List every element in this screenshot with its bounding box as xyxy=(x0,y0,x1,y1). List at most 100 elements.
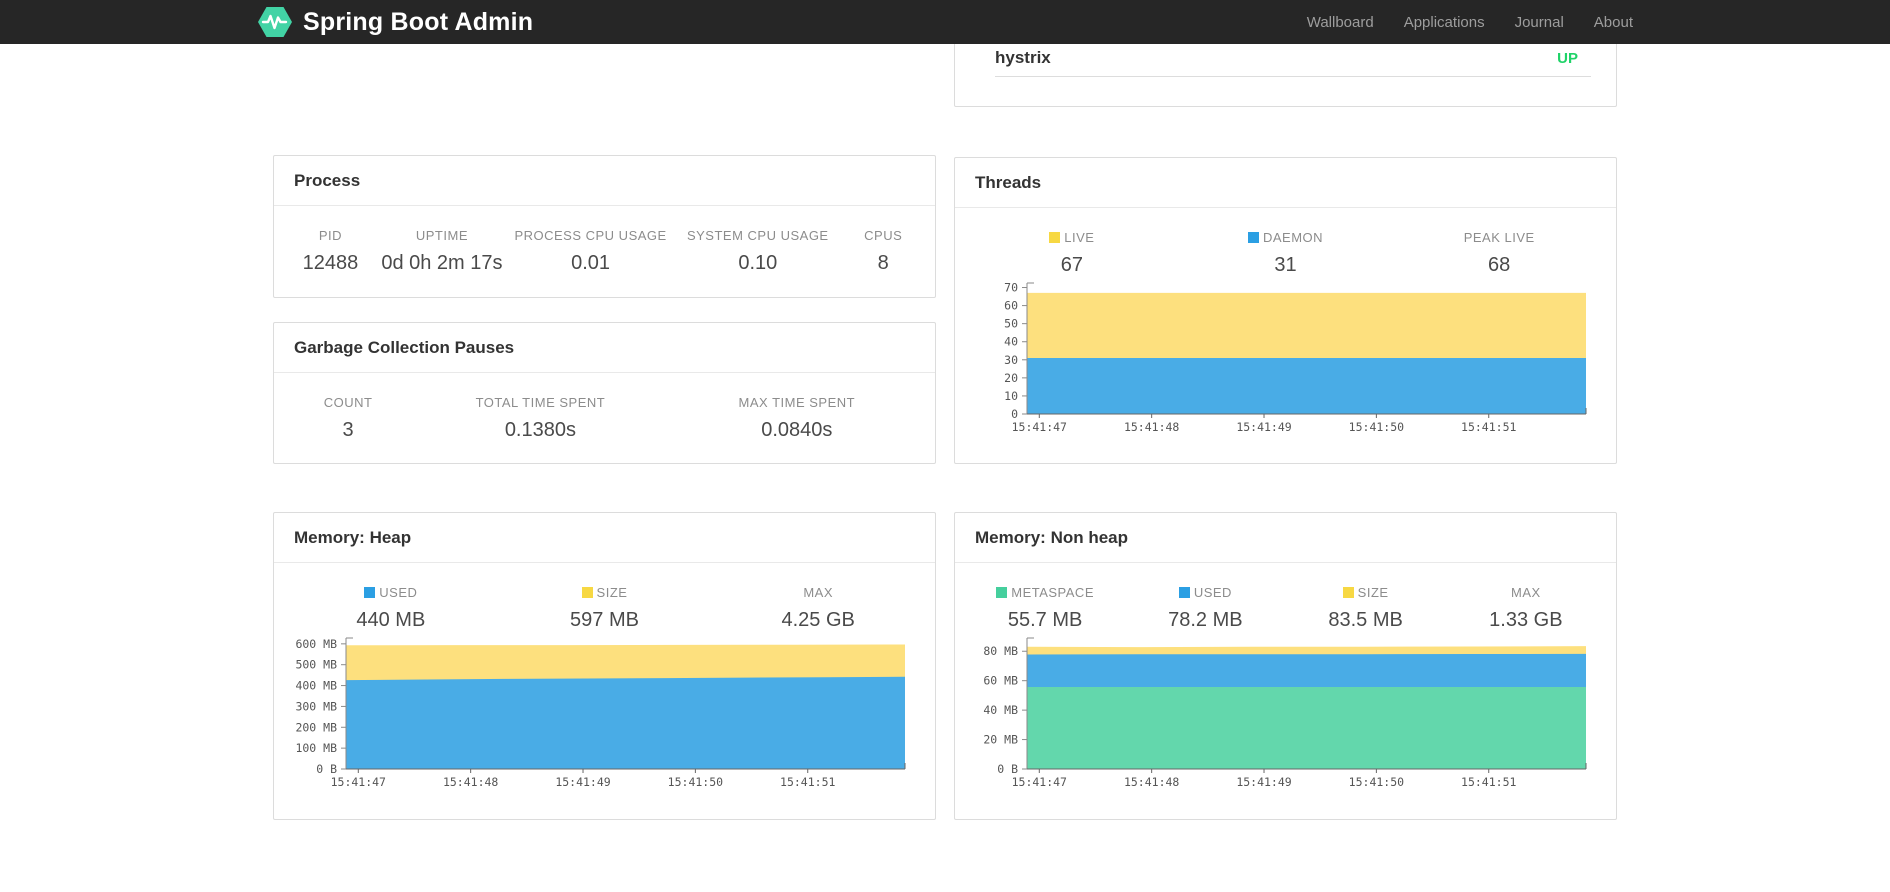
stat-value: 0.0840s xyxy=(761,419,833,441)
svg-text:15:41:49: 15:41:49 xyxy=(1236,420,1291,434)
left-column: Process PID 12488 UPTIME 0d 0h 2m 17s PROCES… xyxy=(273,44,936,820)
svg-text:15:41:48: 15:41:48 xyxy=(1124,420,1179,434)
stat-label: UPTIME xyxy=(415,228,468,243)
stat-label: USED xyxy=(1178,585,1232,600)
nav-item-wallboard[interactable]: Wallboard xyxy=(1306,13,1374,31)
stat-max: MAX 4.25 GB xyxy=(711,585,925,632)
stat-value: 0d 0h 2m 17s xyxy=(381,252,503,274)
heap-stats: USED 440 MB SIZE 597 MB MAX 4.25 GB xyxy=(274,563,935,632)
stat-count: COUNT 3 xyxy=(284,395,412,442)
stat-value: 0.01 xyxy=(571,252,611,274)
stat-label: SIZE xyxy=(581,585,628,600)
stat-value: 3 xyxy=(342,419,354,441)
heap-panel-header: Memory: Heap xyxy=(274,513,935,563)
nav-item-about[interactable]: About xyxy=(1593,13,1633,31)
svg-text:15:41:49: 15:41:49 xyxy=(1236,775,1291,789)
svg-text:80 MB: 80 MB xyxy=(983,644,1018,658)
stat-value: 67 xyxy=(1060,254,1083,276)
stat-label: TOTAL TIME SPENT xyxy=(475,395,606,410)
app-title: Spring Boot Admin xyxy=(303,7,534,36)
right-column: hystrix UP Threads LIVE 67 DAEMON 31 PEAK LI… xyxy=(954,24,1617,820)
memory-heap-chart: 0 B 100 MB 200 MB 300 MB 400 MB 500 MB 600 MB 1… xyxy=(274,632,935,795)
stat-label: MAX xyxy=(803,585,834,600)
process-panel-header: Process xyxy=(274,156,935,206)
stat-value: 0.1380s xyxy=(504,419,576,441)
svg-text:15:41:47: 15:41:47 xyxy=(1012,420,1067,434)
stat-label: LIVE xyxy=(1049,230,1094,245)
stat-label: DAEMON xyxy=(1247,230,1323,245)
svg-text:30: 30 xyxy=(1004,353,1018,367)
gc-panel-header: Garbage Collection Pauses xyxy=(274,323,935,373)
memory-heap-panel: Memory: Heap USED 440 MB SIZE 597 MB MAX 4.25… xyxy=(273,512,936,820)
stat-process-cpu-usage: PROCESS CPU USAGE 0.01 xyxy=(507,228,674,275)
stat-label: METASPACE xyxy=(996,585,1094,600)
svg-text:0 B: 0 B xyxy=(316,762,337,776)
svg-text:10: 10 xyxy=(1004,389,1018,403)
svg-text:15:41:47: 15:41:47 xyxy=(1012,775,1067,789)
svg-text:0 B: 0 B xyxy=(997,762,1018,776)
svg-text:50: 50 xyxy=(1004,317,1018,331)
threads-panel: Threads LIVE 67 DAEMON 31 PEAK LIVE 68 0 10 20 3… xyxy=(954,157,1617,464)
svg-text:15:41:49: 15:41:49 xyxy=(555,775,610,789)
stat-label: MAX xyxy=(1511,585,1541,600)
svg-text:15:41:48: 15:41:48 xyxy=(1124,775,1179,789)
panel-title: Memory: Heap xyxy=(294,527,412,547)
stat-cpus: CPUS 8 xyxy=(841,228,925,275)
nav-links: Wallboard Applications Journal About xyxy=(1277,14,1633,31)
svg-text:70: 70 xyxy=(1004,281,1018,295)
stat-uptime: UPTIME 0d 0h 2m 17s xyxy=(377,228,507,275)
svg-text:60 MB: 60 MB xyxy=(983,674,1018,688)
threads-stats: LIVE 67 DAEMON 31 PEAK LIVE 68 xyxy=(955,208,1616,277)
nav-item-journal[interactable]: Journal xyxy=(1514,13,1564,31)
stat-value: 68 xyxy=(1488,254,1511,276)
nav-item-applications[interactable]: Applications xyxy=(1403,13,1485,31)
gc-pauses-panel: Garbage Collection Pauses COUNT 3 TOTAL TI… xyxy=(273,322,936,464)
svg-text:15:41:51: 15:41:51 xyxy=(1461,775,1516,789)
stat-label: COUNT xyxy=(323,395,373,410)
stat-value: 83.5 MB xyxy=(1328,609,1403,631)
top-navbar: Spring Boot Admin Wallboard Applications… xyxy=(0,0,1890,44)
stat-max-time-spent: MAX TIME SPENT 0.0840s xyxy=(669,395,925,442)
stat-total-time-spent: TOTAL TIME SPENT 0.1380s xyxy=(412,395,668,442)
stat-daemon: DAEMON 31 xyxy=(1179,230,1393,277)
stat-value: 1.33 GB xyxy=(1489,609,1563,631)
svg-text:20: 20 xyxy=(1004,371,1018,385)
svg-text:15:41:51: 15:41:51 xyxy=(780,775,835,789)
stat-size: SIZE 597 MB xyxy=(498,585,712,632)
stat-peak-live: PEAK LIVE 68 xyxy=(1392,230,1606,277)
gc-stats: COUNT 3 TOTAL TIME SPENT 0.1380s MAX TIME SP… xyxy=(274,373,935,442)
spring-boot-admin-logo xyxy=(258,7,292,37)
memory-nonheap-chart: 0 B 20 MB 40 MB 60 MB 80 MB 15:41:47 15:41:48 1… xyxy=(955,632,1616,795)
svg-text:15:41:50: 15:41:50 xyxy=(668,775,723,789)
stat-value: 440 MB xyxy=(356,609,426,631)
legend-swatch-icon xyxy=(996,587,1008,598)
nonheap-panel-header: Memory: Non heap xyxy=(955,513,1616,563)
svg-text:15:41:50: 15:41:50 xyxy=(1349,420,1404,434)
stat-value: 0.10 xyxy=(738,252,778,274)
stat-label: USED xyxy=(364,585,417,600)
pulse-icon xyxy=(261,14,288,30)
svg-text:500 MB: 500 MB xyxy=(295,658,337,672)
panel-title: Garbage Collection Pauses xyxy=(294,337,515,357)
stat-max: MAX 1.33 GB xyxy=(1446,585,1606,632)
svg-text:400 MB: 400 MB xyxy=(295,679,337,693)
service-name: hystrix xyxy=(995,48,1051,67)
svg-text:600 MB: 600 MB xyxy=(295,637,337,651)
svg-text:15:41:47: 15:41:47 xyxy=(331,775,386,789)
legend-swatch-icon xyxy=(1342,587,1354,598)
brand-link[interactable]: Spring Boot Admin xyxy=(257,6,533,38)
process-stats: PID 12488 UPTIME 0d 0h 2m 17s PROCESS CPU US… xyxy=(274,206,935,275)
threads-chart: 0 10 20 30 40 50 60 70 15:41:47 15:41:48 15:41:49 1… xyxy=(955,277,1616,440)
svg-text:20 MB: 20 MB xyxy=(983,733,1018,747)
stat-label: SYSTEM CPU USAGE xyxy=(686,228,829,243)
process-panel: Process PID 12488 UPTIME 0d 0h 2m 17s PROCES… xyxy=(273,155,936,298)
legend-swatch-icon xyxy=(1049,232,1061,243)
stat-value: 4.25 GB xyxy=(781,609,855,631)
stat-label: SIZE xyxy=(1342,585,1389,600)
svg-text:15:41:51: 15:41:51 xyxy=(1461,420,1516,434)
stat-pid: PID 12488 xyxy=(284,228,377,275)
status-badge: UP xyxy=(1557,49,1578,67)
stat-system-cpu-usage: SYSTEM CPU USAGE 0.10 xyxy=(674,228,841,275)
svg-text:300 MB: 300 MB xyxy=(295,699,337,713)
stat-label: CPUS xyxy=(864,228,903,243)
